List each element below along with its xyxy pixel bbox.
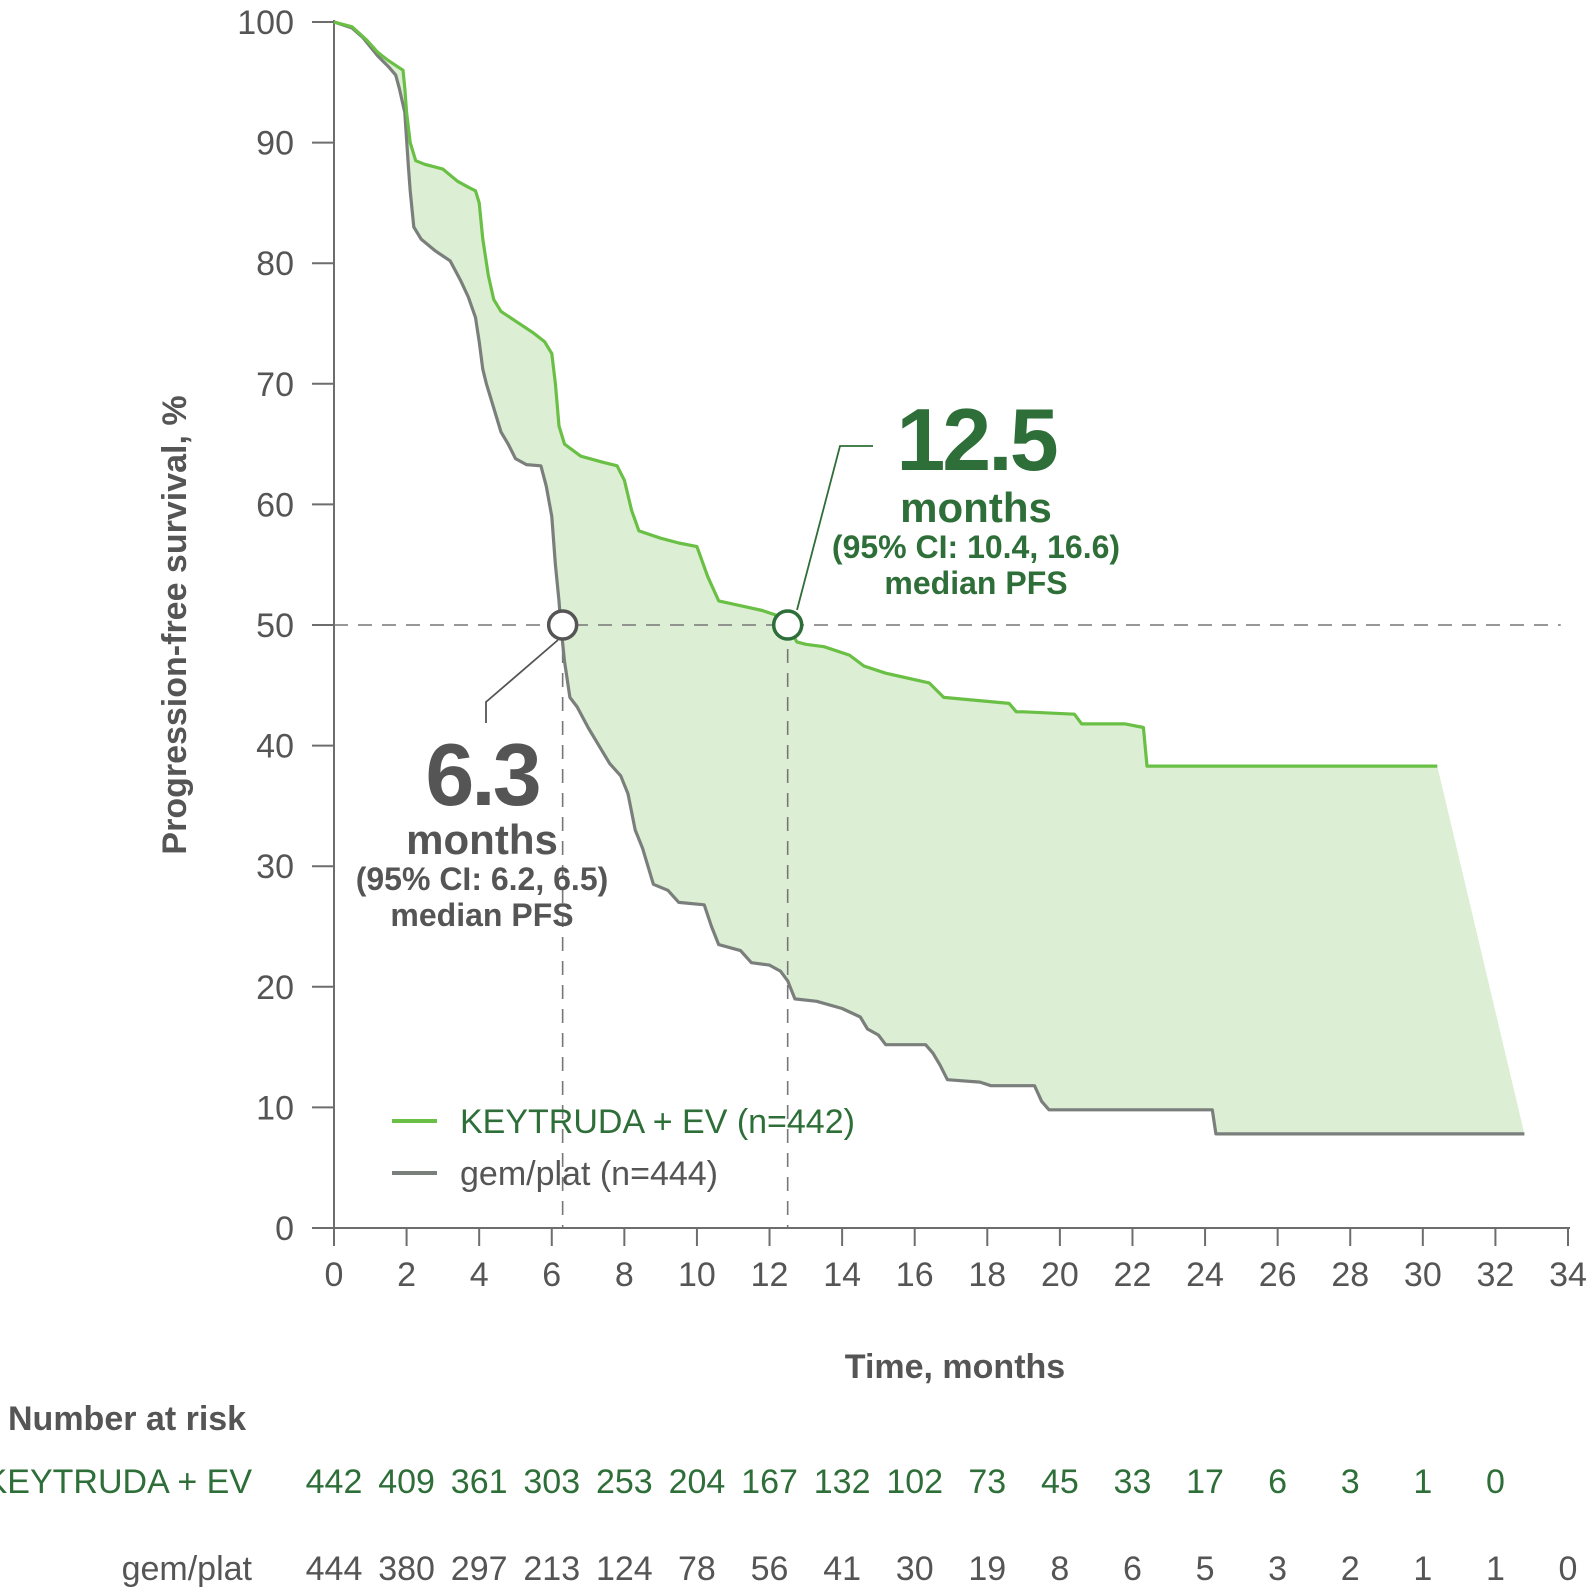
- x-tick-label-14: 14: [823, 1256, 861, 1294]
- x-tick-label-32: 32: [1476, 1256, 1514, 1294]
- risk-value: 297: [451, 1550, 508, 1588]
- risk-value: 409: [378, 1463, 435, 1501]
- y-tick-label-0: 0: [275, 1210, 294, 1248]
- y-tick-label-80: 80: [256, 245, 294, 283]
- x-tick-label-22: 22: [1114, 1256, 1152, 1294]
- risk-value: 1: [1413, 1463, 1432, 1501]
- risk-value: 19: [968, 1550, 1006, 1588]
- risk-value: 124: [596, 1550, 653, 1588]
- risk-value: 45: [1041, 1463, 1079, 1501]
- y-tick-label-100: 100: [237, 4, 294, 42]
- x-tick-label-16: 16: [896, 1256, 934, 1294]
- risk-value: 253: [596, 1463, 653, 1501]
- risk-value: 6: [1268, 1463, 1287, 1501]
- x-tick-label-18: 18: [968, 1256, 1006, 1294]
- risk-value: 56: [751, 1550, 789, 1588]
- median-ci-gem: (95% CI: 6.2, 6.5): [356, 861, 609, 897]
- risk-value: 102: [886, 1463, 943, 1501]
- risk-value: 0: [1486, 1463, 1505, 1501]
- series-line-keytruda-ev: [333, 20, 1438, 768]
- risk-value: 30: [896, 1550, 934, 1588]
- median-months-keytruda: months: [900, 484, 1052, 531]
- y-tick-label-90: 90: [256, 125, 294, 163]
- x-tick-label-0: 0: [325, 1256, 344, 1294]
- risk-value: 2: [1341, 1550, 1360, 1588]
- x-axis-title: Time, months: [845, 1348, 1065, 1386]
- median-ci-keytruda: (95% CI: 10.4, 16.6): [832, 529, 1120, 565]
- median-annotation-keytruda: 12.5 months (95% CI: 10.4, 16.6) median …: [796, 390, 1120, 611]
- x-tick-label-26: 26: [1259, 1256, 1297, 1294]
- risk-value: 0: [1559, 1550, 1578, 1588]
- median-value-keytruda: 12.5: [896, 390, 1056, 489]
- x-tick-label-12: 12: [751, 1256, 789, 1294]
- risk-value: 78: [678, 1550, 716, 1588]
- x-tick-label-6: 6: [542, 1256, 561, 1294]
- x-tick-label-2: 2: [397, 1256, 416, 1294]
- risk-row-label-keytruda: KEYTRUDA + EV: [0, 1463, 252, 1501]
- risk-value: 8: [1050, 1550, 1069, 1588]
- legend: KEYTRUDA + EV (n=442) gem/plat (n=444): [392, 1103, 855, 1193]
- y-tick-label-50: 50: [256, 607, 294, 645]
- x-tick-label-10: 10: [678, 1256, 716, 1294]
- risk-value: 41: [823, 1550, 861, 1588]
- risk-value: 442: [306, 1463, 363, 1501]
- median-label-gem: median PFS: [390, 897, 573, 933]
- survival-difference-area: [334, 22, 1525, 1134]
- risk-value: 213: [523, 1550, 580, 1588]
- y-tick-label-10: 10: [256, 1089, 294, 1127]
- risk-value: 1: [1413, 1550, 1432, 1588]
- risk-value: 5: [1196, 1550, 1215, 1588]
- y-tick-label-60: 60: [256, 486, 294, 524]
- x-tick-label-24: 24: [1186, 1256, 1224, 1294]
- risk-value: 17: [1186, 1463, 1224, 1501]
- x-tick-label-28: 28: [1331, 1256, 1369, 1294]
- median-reference-lines: [334, 624, 1561, 1228]
- median-annotation-gem: 6.3 months (95% CI: 6.2, 6.5) median PFS: [356, 639, 609, 933]
- callout-line-keytruda: [796, 445, 873, 611]
- survival-curves: [333, 20, 1525, 1136]
- y-tick-label-70: 70: [256, 366, 294, 404]
- risk-value: 167: [741, 1463, 798, 1501]
- risk-value: 73: [968, 1463, 1006, 1501]
- y-axis-title: Progression-free survival, %: [156, 395, 194, 854]
- risk-table-values: 442 409 361 303 253 204 167 132 102 73 45 33 17 6 3 1 04…: [306, 1463, 1578, 1588]
- x-tick-label-34: 34: [1549, 1256, 1587, 1294]
- risk-value: 33: [1114, 1463, 1152, 1501]
- risk-value: 3: [1268, 1550, 1287, 1588]
- risk-value: 132: [814, 1463, 871, 1501]
- y-tick-label-20: 20: [256, 969, 294, 1007]
- risk-value: 3: [1341, 1463, 1360, 1501]
- risk-value: 444: [306, 1550, 363, 1588]
- x-tick-label-30: 30: [1404, 1256, 1442, 1294]
- x-tick-label-4: 4: [470, 1256, 489, 1294]
- y-tick-label-40: 40: [256, 728, 294, 766]
- callout-line-gem: [485, 639, 559, 723]
- risk-table-title: Number at risk: [8, 1400, 246, 1438]
- median-marker-gem: [546, 609, 579, 641]
- x-tick-label-20: 20: [1041, 1256, 1079, 1294]
- risk-value: 380: [378, 1550, 435, 1588]
- risk-value: 6: [1123, 1550, 1142, 1588]
- risk-row-label-gem: gem/plat: [122, 1550, 253, 1588]
- risk-value: 303: [523, 1463, 580, 1501]
- legend-label-gem: gem/plat (n=444): [460, 1155, 718, 1193]
- series-line-gem-plat: [333, 20, 1525, 1136]
- risk-value: 1: [1486, 1550, 1505, 1588]
- median-label-keytruda: median PFS: [884, 565, 1067, 601]
- median-value-gem: 6.3: [425, 725, 538, 824]
- risk-value: 204: [669, 1463, 726, 1501]
- median-markers: [546, 609, 804, 641]
- legend-label-keytruda: KEYTRUDA + EV (n=442): [460, 1103, 855, 1141]
- median-months-gem: months: [406, 816, 558, 863]
- y-tick-label-30: 30: [256, 848, 294, 886]
- median-marker-keytruda: [771, 609, 804, 641]
- x-tick-label-8: 8: [615, 1256, 634, 1294]
- risk-value: 361: [451, 1463, 508, 1501]
